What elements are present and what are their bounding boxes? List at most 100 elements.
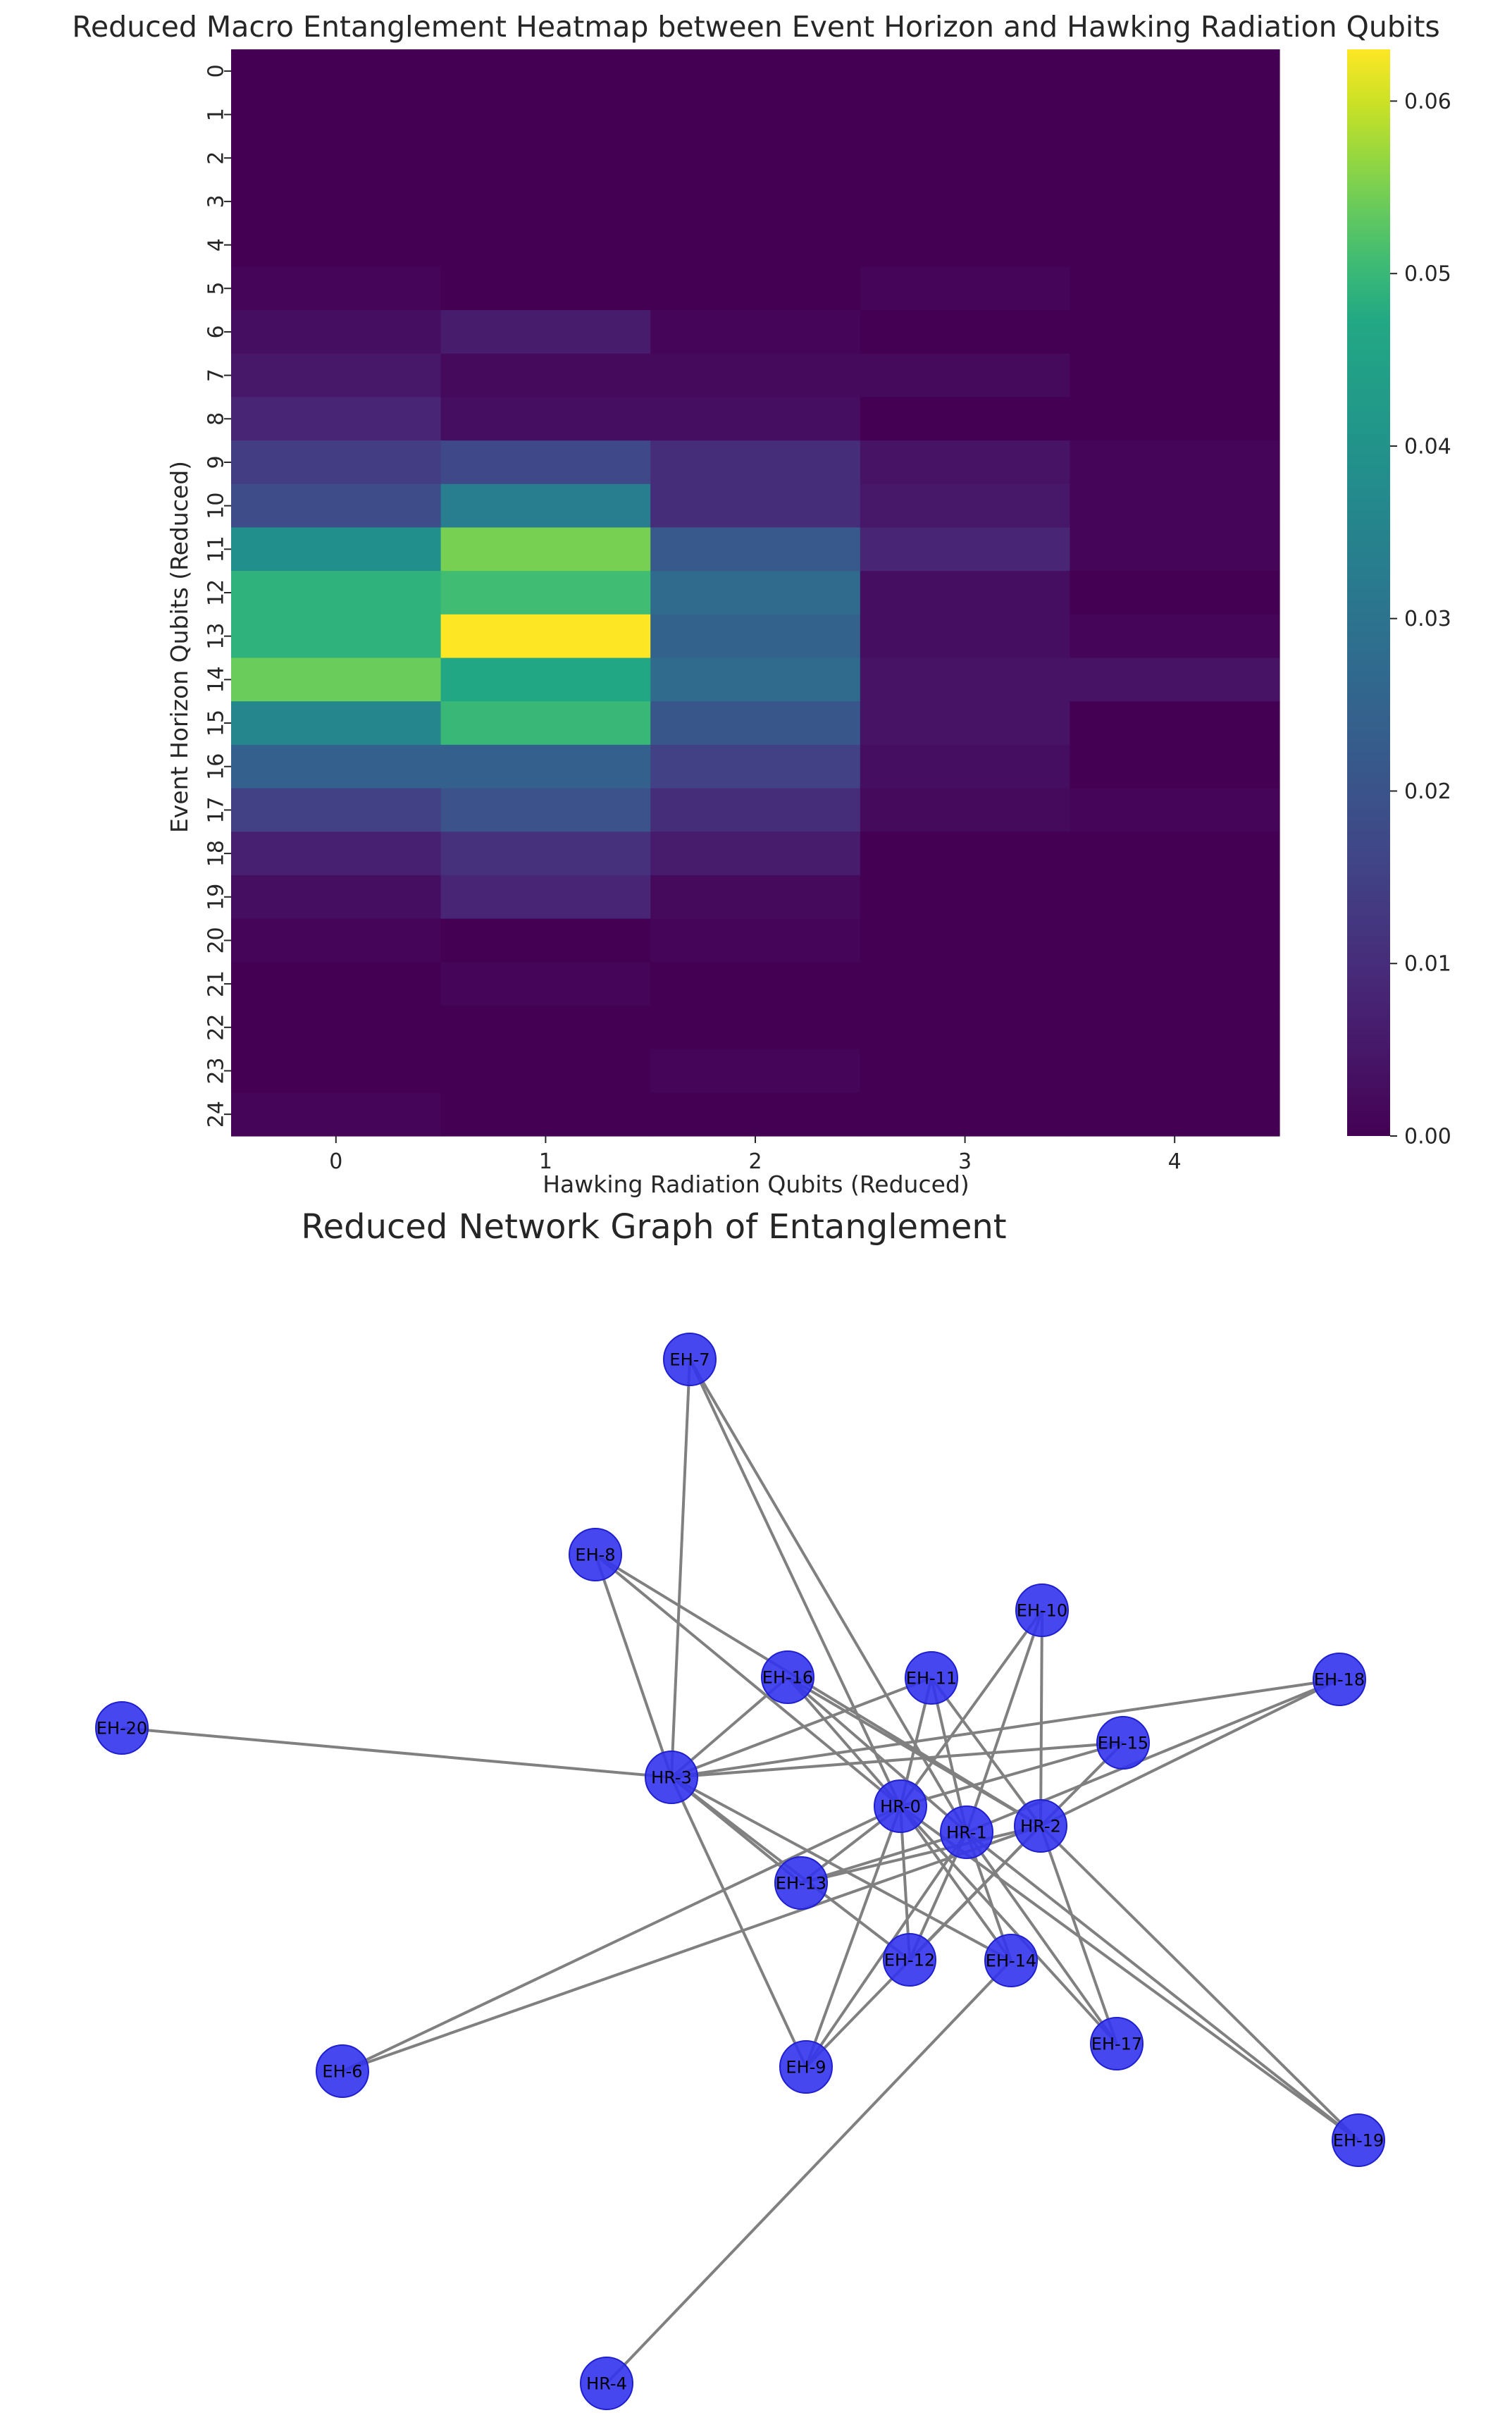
heatmap-cell bbox=[860, 266, 1070, 311]
heatmap-cell bbox=[860, 571, 1070, 615]
heatmap-cell bbox=[440, 223, 651, 267]
heatmap-y-tick-label: 5 bbox=[204, 282, 229, 295]
network-node-label: EH-9 bbox=[786, 2057, 826, 2077]
heatmap-cell bbox=[231, 483, 442, 529]
heatmap-cells bbox=[231, 49, 1280, 1137]
network-node bbox=[1096, 1716, 1150, 1770]
heatmap-cell bbox=[1070, 397, 1280, 441]
network-node-label: EH-11 bbox=[906, 1668, 957, 1688]
heatmap-cell bbox=[650, 92, 861, 137]
heatmap-cell bbox=[860, 614, 1070, 659]
heatmap-cell bbox=[1070, 1049, 1280, 1093]
network-node-label: EH-6 bbox=[322, 2061, 362, 2081]
heatmap-cell bbox=[231, 180, 442, 224]
network-node-label: EH-12 bbox=[884, 1950, 935, 1970]
heatmap-cell bbox=[1070, 483, 1280, 529]
heatmap-cell bbox=[231, 1005, 442, 1050]
heatmap-cell bbox=[1070, 527, 1280, 572]
heatmap-cell bbox=[440, 1049, 651, 1093]
heatmap-cell bbox=[650, 875, 861, 920]
network-node bbox=[940, 1805, 993, 1859]
network-edge bbox=[800, 1831, 967, 1884]
heatmap-y-tick-label: 14 bbox=[204, 666, 229, 693]
network-edge bbox=[671, 1741, 1124, 1779]
heatmap-cell bbox=[650, 527, 861, 572]
network-node-label: EH-15 bbox=[1098, 1733, 1148, 1753]
network-edge bbox=[965, 1831, 1118, 2045]
heatmap-cell bbox=[1070, 223, 1280, 267]
network-node bbox=[1313, 1653, 1366, 1706]
heatmap-y-axis-label: Event Horizon Qubits (Reduced) bbox=[166, 461, 193, 833]
heatmap-cell bbox=[650, 1049, 861, 1093]
heatmap-x-tick-label: 1 bbox=[539, 1149, 552, 1174]
network-edge bbox=[670, 1777, 807, 2068]
heatmap-cell bbox=[860, 832, 1070, 876]
network-edge bbox=[342, 1805, 901, 2073]
heatmap-x-ticks: 0 1 2 3 4 bbox=[329, 1136, 1182, 1174]
heatmap-cell bbox=[650, 962, 861, 1006]
network-edge bbox=[121, 1727, 672, 1779]
heatmap-cell bbox=[860, 875, 1070, 920]
heatmap-cell bbox=[231, 527, 442, 572]
heatmap-cell bbox=[650, 483, 861, 529]
heatmap-cell bbox=[650, 180, 861, 224]
network-edge bbox=[930, 1677, 1042, 1827]
heatmap-cell bbox=[440, 440, 651, 485]
network-edge bbox=[342, 1825, 1041, 2073]
heatmap-y-tick-label: 24 bbox=[204, 1101, 229, 1128]
network-node-label: EH-16 bbox=[762, 1667, 813, 1687]
heatmap-cell bbox=[1070, 92, 1280, 137]
heatmap-cell bbox=[860, 1005, 1070, 1050]
heatmap-cell bbox=[1070, 353, 1280, 398]
colorbar-tick-label: 0.06 bbox=[1404, 89, 1451, 114]
heatmap-y-tick-label: 13 bbox=[204, 623, 229, 650]
colorbar-tick-label: 0.00 bbox=[1404, 1125, 1451, 1149]
network-node-label: EH-18 bbox=[1314, 1669, 1365, 1689]
heatmap-y-tick-label: 23 bbox=[204, 1057, 229, 1084]
network-title: Reduced Network Graph of Entanglement bbox=[301, 1207, 1006, 1247]
network-edge bbox=[1039, 1825, 1118, 2044]
network-edge bbox=[671, 1677, 932, 1779]
heatmap-cell bbox=[860, 918, 1070, 963]
network-node bbox=[1332, 2113, 1385, 2167]
network-node-label: EH-7 bbox=[669, 1350, 709, 1369]
network-node-label: HR-2 bbox=[1020, 1816, 1061, 1836]
network-edge bbox=[899, 1805, 1118, 2045]
colorbar-tick-label: 0.01 bbox=[1404, 952, 1451, 977]
network-node-label: EH-14 bbox=[986, 1951, 1036, 1970]
heatmap-y-tick-label: 12 bbox=[204, 579, 229, 606]
colorbar-tick-label: 0.05 bbox=[1404, 262, 1451, 287]
heatmap-y-tick-label: 19 bbox=[204, 884, 229, 910]
heatmap-y-tick-label: 17 bbox=[204, 796, 229, 823]
network-node bbox=[779, 2040, 833, 2094]
network-edge bbox=[786, 1676, 968, 1834]
heatmap-cell bbox=[231, 397, 442, 441]
heatmap-cell bbox=[860, 1092, 1070, 1137]
heatmap-cell bbox=[231, 1092, 442, 1137]
network-node bbox=[874, 1779, 927, 1833]
network-edge bbox=[1039, 1825, 1360, 2142]
heatmap-x-tick-label: 4 bbox=[1168, 1149, 1182, 1174]
heatmap-cell bbox=[860, 353, 1070, 398]
network-node-label: HR-1 bbox=[946, 1822, 987, 1842]
heatmap-cell bbox=[1070, 49, 1280, 94]
heatmap-cell bbox=[440, 962, 651, 1006]
heatmap-cell bbox=[860, 223, 1070, 267]
heatmap-cell bbox=[1070, 614, 1280, 659]
heatmap-cell bbox=[1070, 310, 1280, 354]
heatmap-cell bbox=[440, 1005, 651, 1050]
network-edge bbox=[671, 1776, 1012, 1962]
heatmap-cell bbox=[650, 1005, 861, 1050]
heatmap-cell bbox=[440, 136, 651, 180]
colorbar-tick-label: 0.04 bbox=[1404, 434, 1451, 459]
heatmap-cell bbox=[440, 1092, 651, 1137]
heatmap-cell bbox=[1070, 962, 1280, 1006]
heatmap-cell bbox=[860, 397, 1070, 441]
network-node bbox=[1090, 2017, 1144, 2070]
network-node bbox=[1014, 1799, 1067, 1853]
network-node bbox=[761, 1650, 814, 1704]
heatmap-cell bbox=[650, 136, 861, 180]
heatmap-x-tick-label: 0 bbox=[329, 1149, 342, 1174]
heatmap-cell bbox=[231, 92, 442, 137]
heatmap-y-tick-label: 16 bbox=[204, 753, 229, 780]
